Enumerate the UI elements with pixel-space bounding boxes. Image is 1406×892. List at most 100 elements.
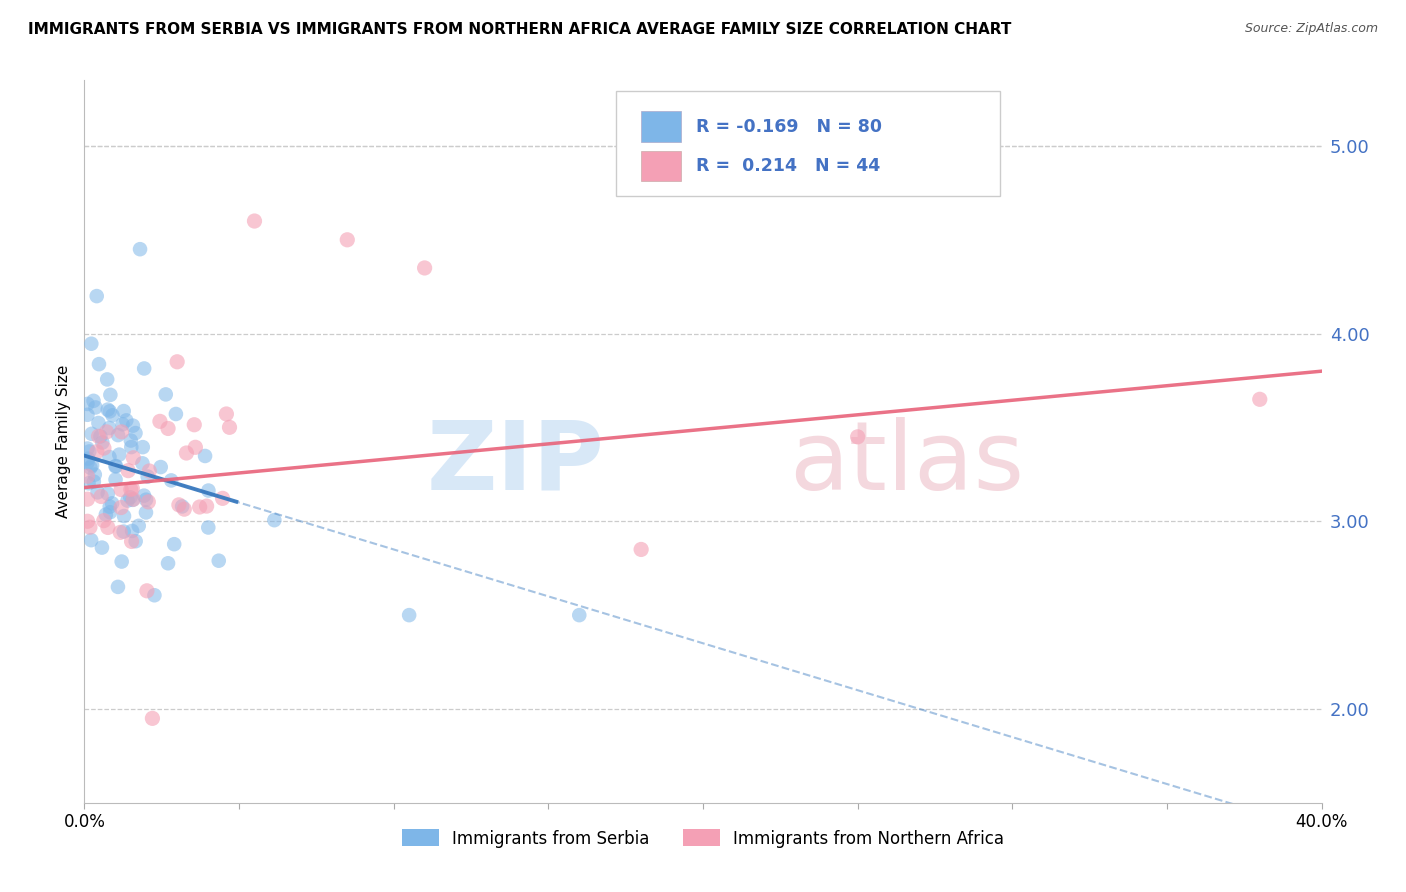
Point (98, 404, 121, 418)
Point (183, 417, 205, 432)
Point (77, 451, 100, 466)
Point (117, 493, 139, 508)
Point (218, 420, 240, 434)
Point (110, 425, 132, 439)
Point (122, 418, 145, 433)
Point (143, 588, 166, 602)
Point (136, 495, 159, 509)
Point (122, 492, 145, 507)
Point (149, 414, 172, 428)
Point (184, 440, 207, 454)
Point (86, 444, 108, 458)
Point (86, 289, 108, 303)
Point (398, 608, 420, 623)
Point (120, 440, 142, 454)
Point (215, 407, 238, 421)
Point (188, 500, 211, 514)
Point (80, 533, 103, 548)
Text: atlas: atlas (790, 417, 1025, 509)
Point (94, 508, 117, 522)
Point (1249, 392, 1271, 407)
Point (76, 456, 98, 470)
Point (101, 496, 124, 510)
Point (104, 473, 127, 487)
Text: ZIP: ZIP (426, 417, 605, 509)
Point (121, 524, 143, 538)
Point (107, 428, 129, 442)
Point (97, 486, 120, 500)
Point (80, 336, 103, 351)
Point (83, 393, 105, 408)
Point (197, 520, 219, 534)
Text: R =  0.214   N = 44: R = 0.214 N = 44 (696, 157, 880, 175)
Point (79, 520, 101, 534)
Point (98, 421, 121, 435)
Point (110, 525, 132, 540)
Point (115, 413, 138, 427)
Point (197, 483, 219, 498)
Point (138, 464, 160, 478)
Point (93, 514, 115, 528)
Point (112, 524, 135, 539)
Point (165, 407, 187, 421)
Point (167, 498, 190, 512)
Point (79, 444, 101, 458)
Point (155, 387, 177, 401)
Point (97, 520, 120, 534)
Point (76, 397, 98, 411)
FancyBboxPatch shape (616, 91, 1000, 196)
Point (100, 388, 122, 402)
Point (84, 401, 107, 415)
Point (108, 448, 131, 462)
Point (846, 430, 869, 444)
Point (76, 442, 98, 456)
Point (97, 402, 120, 417)
Text: R = -0.169   N = 80: R = -0.169 N = 80 (696, 118, 882, 136)
Point (134, 361, 156, 376)
Point (76, 408, 98, 422)
Point (112, 404, 135, 418)
Point (111, 555, 134, 569)
Point (110, 500, 132, 515)
Point (76, 492, 98, 507)
Point (129, 242, 152, 256)
Point (172, 500, 194, 514)
Point (87, 416, 110, 430)
Point (77, 476, 100, 491)
Point (87, 357, 110, 371)
Legend: Immigrants from Serbia, Immigrants from Northern Africa: Immigrants from Serbia, Immigrants from … (394, 821, 1012, 856)
Point (166, 355, 188, 369)
Point (136, 469, 159, 483)
Point (124, 426, 146, 441)
Point (93, 441, 115, 455)
Point (80, 426, 103, 441)
Point (80, 458, 103, 473)
Point (413, 260, 436, 275)
Point (195, 499, 218, 513)
Point (111, 417, 134, 432)
Text: IMMIGRANTS FROM SERBIA VS IMMIGRANTS FROM NORTHERN AFRICA AVERAGE FAMILY SIZE CO: IMMIGRANTS FROM SERBIA VS IMMIGRANTS FRO… (28, 22, 1011, 37)
Point (149, 460, 172, 475)
Point (104, 459, 127, 474)
Point (630, 542, 652, 557)
Point (568, 608, 591, 623)
Point (157, 421, 180, 435)
Point (208, 554, 231, 568)
Point (98, 450, 121, 464)
Point (132, 489, 155, 503)
Point (101, 409, 124, 423)
Point (110, 483, 132, 497)
Point (112, 509, 135, 524)
FancyBboxPatch shape (641, 112, 681, 142)
Point (120, 483, 142, 497)
Point (117, 464, 139, 478)
Point (83, 467, 105, 482)
Point (160, 474, 183, 488)
Point (86, 485, 108, 500)
Point (131, 456, 153, 470)
Point (135, 492, 157, 507)
Point (124, 534, 146, 549)
Point (176, 446, 198, 460)
Point (263, 513, 285, 527)
Text: Source: ZipAtlas.com: Source: ZipAtlas.com (1244, 22, 1378, 36)
